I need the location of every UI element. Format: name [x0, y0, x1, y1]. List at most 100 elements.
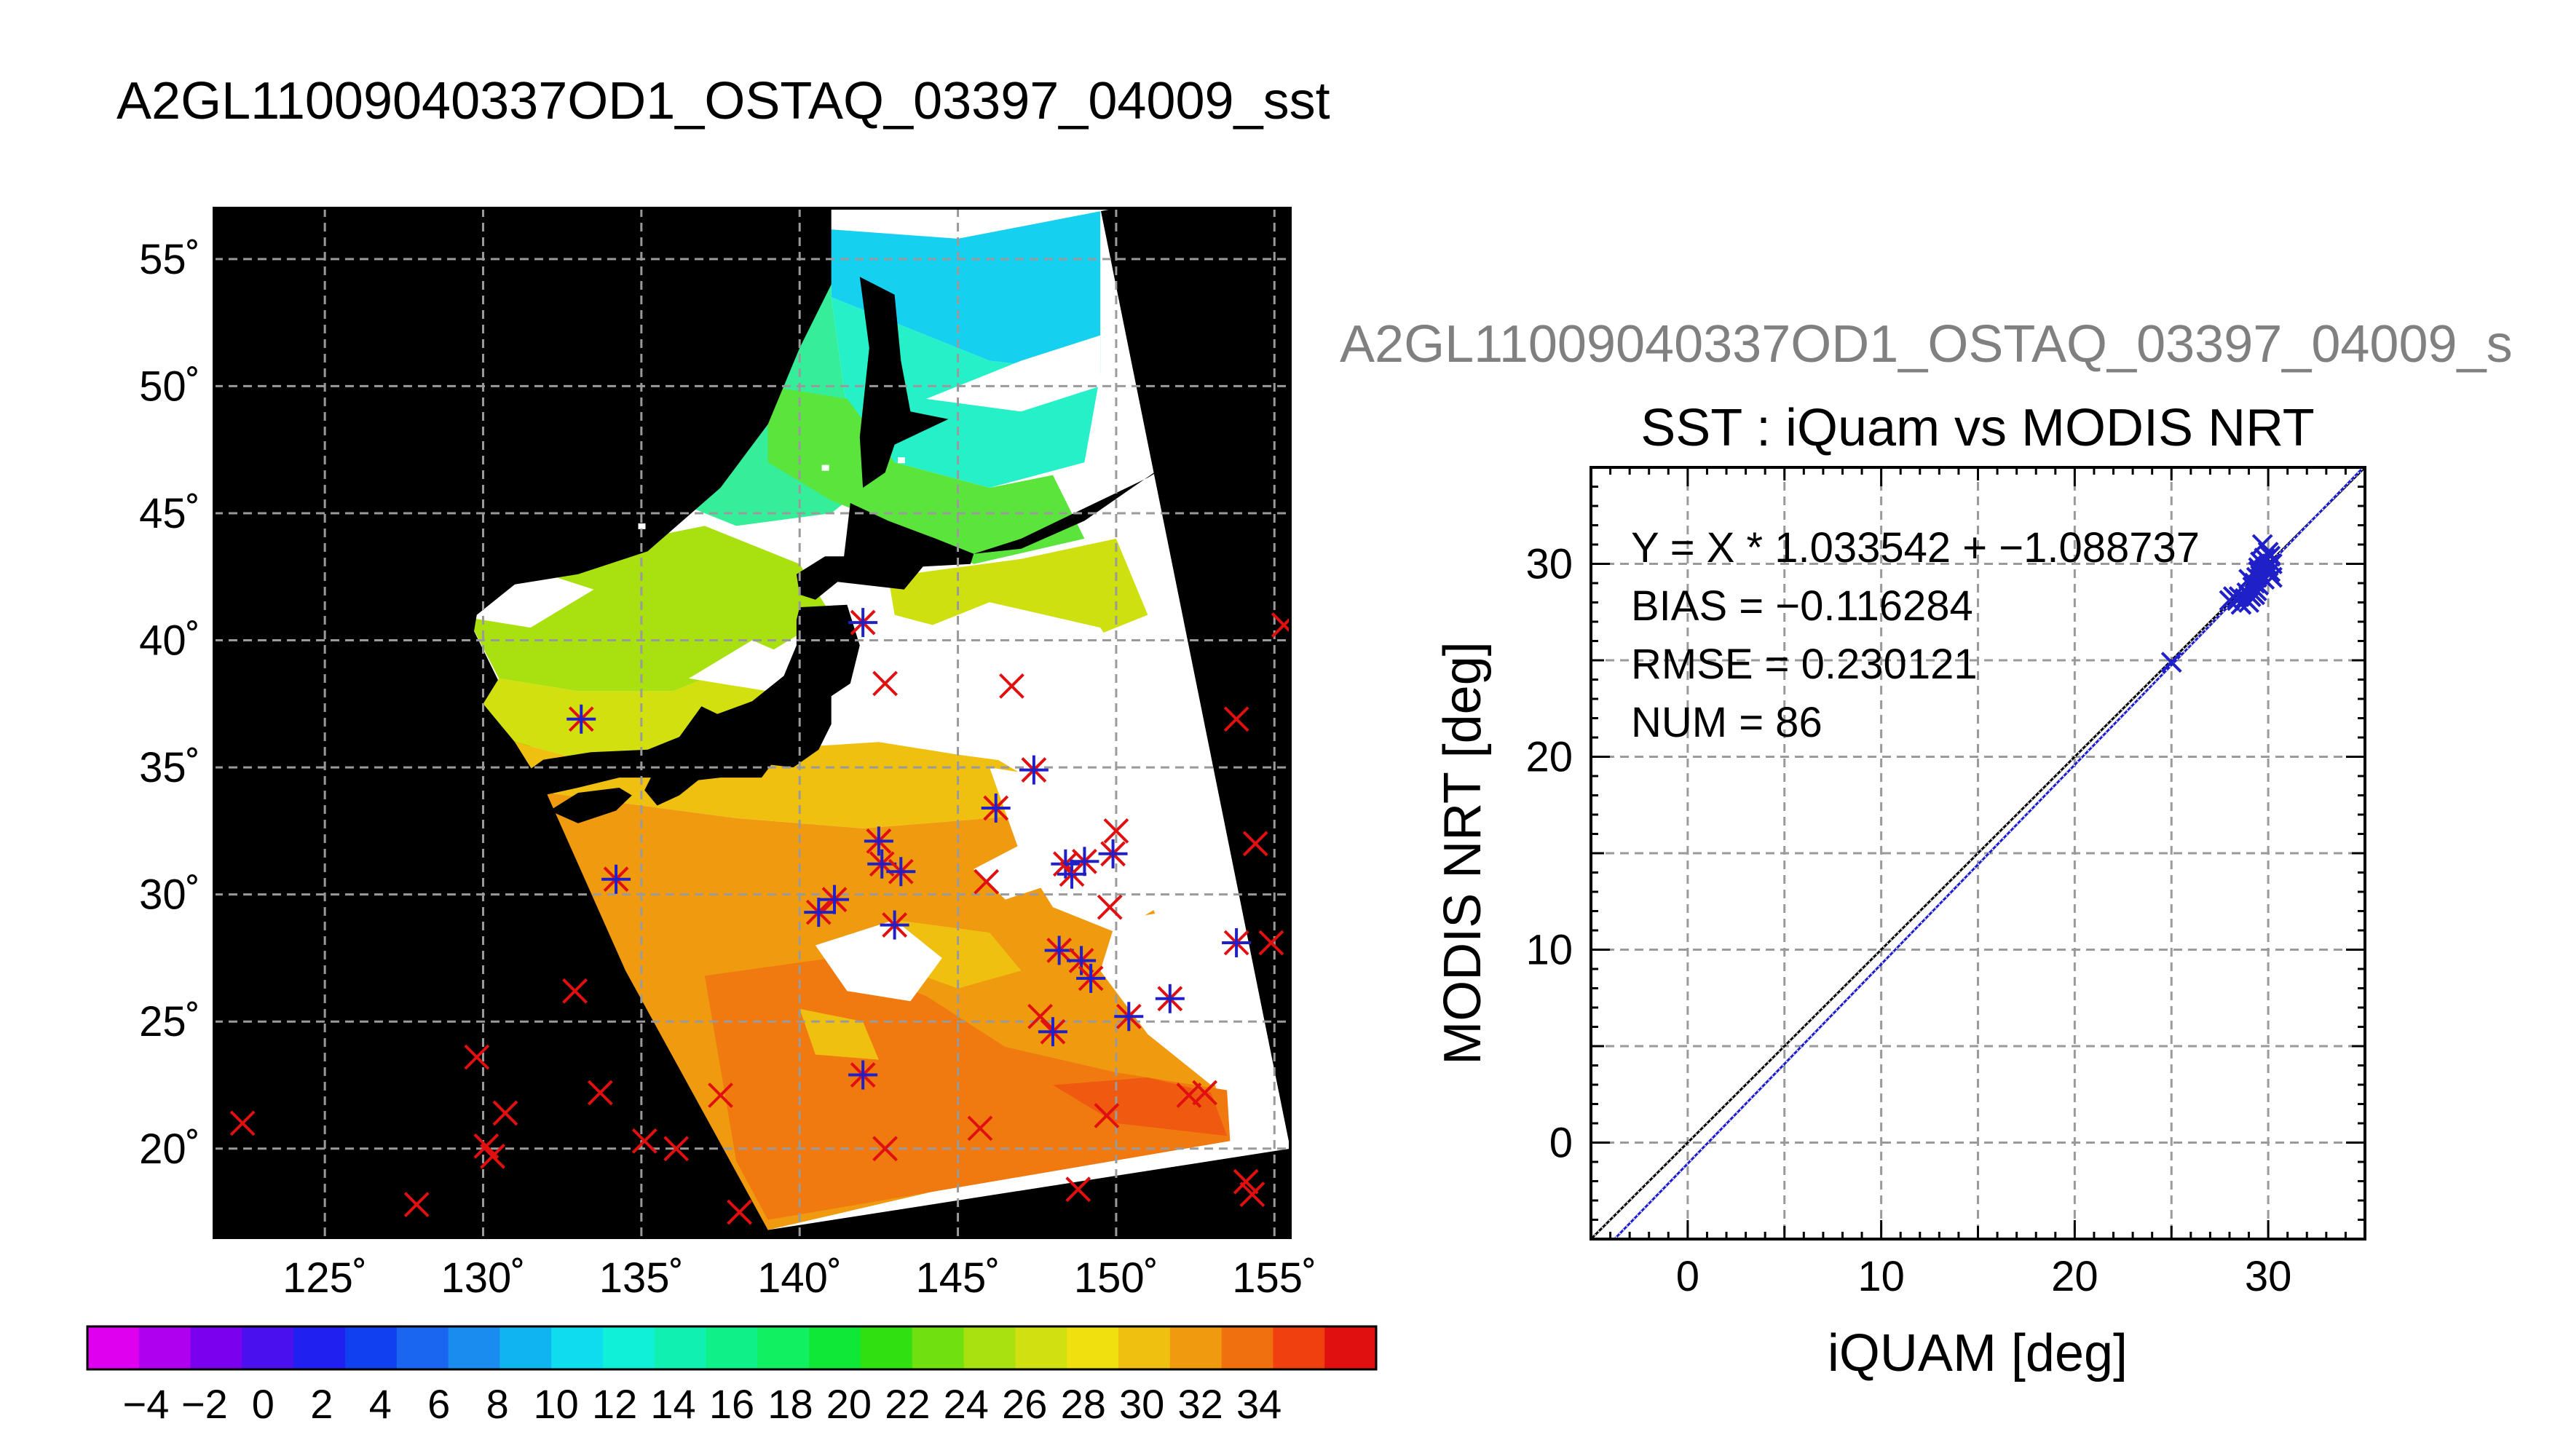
- sst-patch-0: [831, 208, 1101, 373]
- scatter-point: [2254, 547, 2275, 569]
- colorbar-cell: [706, 1326, 758, 1369]
- red-marker-3-b: [999, 673, 1024, 699]
- map-title: A2GL11009040337OD1_OSTAQ_03397_04009_sst: [117, 72, 1330, 130]
- colorbar-tick-label: 18: [767, 1381, 813, 1427]
- cloud-patch-4: [689, 640, 800, 692]
- colorbar-cell: [809, 1326, 861, 1369]
- colorbar-cell: [603, 1326, 655, 1369]
- map-x-tick-label: 140˚: [757, 1254, 842, 1302]
- colorbar-tick-label: 4: [369, 1381, 392, 1427]
- colorbar-cell: [87, 1326, 140, 1369]
- scatter-stat-line: BIAS = −0.116284: [1631, 582, 1973, 630]
- colorbar-tick-label: 6: [427, 1381, 450, 1427]
- scatter-ticks: 0 10 20 30 0 10 20 30: [1525, 466, 2366, 1300]
- scatter-y-tick-label: 30: [1525, 541, 1573, 588]
- scatter-y-tick-label: 0: [1549, 1120, 1573, 1167]
- colorbar-cell: [293, 1326, 346, 1369]
- identity-line-dots: [1591, 467, 2365, 1239]
- red-marker-20-b: [403, 1192, 430, 1218]
- colorbar-cell: [1118, 1326, 1171, 1369]
- cloud-strip-north: [767, 208, 1116, 239]
- colorbar-cell: [448, 1326, 500, 1369]
- colorbar-cell: [654, 1326, 707, 1369]
- scatter-point: [2259, 561, 2281, 582]
- colorbar-tick-label: 30: [1119, 1381, 1164, 1427]
- map-y-tick-label: 45˚: [139, 490, 200, 537]
- scatter-y-tick-label: 10: [1525, 927, 1573, 974]
- colorbar-cells: [87, 1326, 1377, 1369]
- colorbar-cell: [912, 1326, 965, 1369]
- colorbar-cell: [1324, 1326, 1377, 1369]
- red-marker-7-b: [1097, 894, 1123, 920]
- colorbar-cell: [138, 1326, 191, 1369]
- colorbar-tick-label: 28: [1061, 1381, 1106, 1427]
- scatter-title: SST : iQuam vs MODIS NRT: [1640, 399, 2315, 457]
- map-y-tick-label: 50˚: [139, 363, 200, 410]
- map-y-tick-label: 35˚: [139, 744, 200, 791]
- red-marker-13-b: [708, 1083, 733, 1108]
- red-marker-16-b: [480, 1143, 505, 1169]
- red-marker-12-b: [587, 1080, 613, 1106]
- colorbar-cell: [1169, 1326, 1223, 1369]
- land-sakhalin: [859, 277, 949, 488]
- map-y-tick-label: 55˚: [139, 236, 200, 283]
- cloud-patch-5: [467, 569, 594, 628]
- colorbar-tick-label: 8: [486, 1381, 509, 1427]
- cloud-patch-6: [926, 335, 1101, 412]
- red-marker-11-b: [464, 1044, 490, 1070]
- red-marker-17-b: [631, 1128, 657, 1154]
- red-marker-6-b: [974, 869, 1000, 895]
- sst-patch-10: [1053, 1077, 1228, 1136]
- colorbar-tick-label: 10: [533, 1381, 578, 1427]
- scatter-y-tick-label: 20: [1525, 734, 1573, 781]
- colorbar-cell: [551, 1326, 604, 1369]
- colorbar-cell: [499, 1326, 552, 1369]
- land-speck-0: [898, 457, 905, 464]
- colorbar-tick-label: 20: [826, 1381, 872, 1427]
- colorbar-tick-label: −4: [123, 1381, 170, 1427]
- map-y-tick-label: 30˚: [139, 871, 200, 919]
- red-marker-24-b: [1094, 1103, 1120, 1128]
- red-marker-29-b: [1065, 1176, 1091, 1203]
- red-marker-5-b: [1258, 930, 1284, 956]
- red-marker-18-b: [663, 1136, 690, 1162]
- colorbar-tick-label: 22: [885, 1381, 930, 1427]
- scatter-point: [2248, 557, 2270, 579]
- red-marker-22-b: [872, 1136, 898, 1162]
- colorbar-tick-label: 14: [650, 1381, 695, 1427]
- map-y-tick-labels: 20˚ 25˚ 30˚ 35˚ 40˚ 45˚ 50˚ 55˚: [139, 236, 200, 1173]
- cloud-patch-3: [815, 919, 942, 1002]
- scatter-point: [2160, 652, 2182, 673]
- colorbar-cell: [1221, 1326, 1273, 1369]
- land-speck-2: [821, 464, 829, 471]
- red-marker-4-b: [1242, 831, 1268, 857]
- scatter-secondary-title: A2GL11009040337OD1_OSTAQ_03397_04009_s: [1340, 315, 2513, 373]
- scatter-x-tick-label: 0: [1676, 1253, 1699, 1300]
- land-continent: [214, 208, 832, 788]
- red-marker-28-b: [1239, 1182, 1265, 1208]
- colorbar-tick-label: 2: [310, 1381, 333, 1427]
- scatter-panel: A2GL11009040337OD1_OSTAQ_03397_04009_s S…: [1340, 315, 2513, 1382]
- colorbar-cell: [242, 1326, 294, 1369]
- map-panel: 125˚ 130˚ 135˚ 140˚ 145˚ 150˚ 155˚ 20˚ 25˚ 30˚ 35…: [139, 207, 1316, 1302]
- fit-line-dots: [1613, 467, 2365, 1239]
- red-marker-27-b: [1233, 1168, 1259, 1195]
- map-x-tick-label: 125˚: [283, 1254, 367, 1302]
- map-x-tick-label: 150˚: [1074, 1254, 1158, 1302]
- red-marker-8-b: [1103, 818, 1129, 844]
- map-x-tick-label: 130˚: [441, 1254, 525, 1302]
- sst-patch-3: [767, 386, 1085, 564]
- map-grid: [214, 208, 1290, 1238]
- land-layer: [214, 208, 1212, 864]
- colorbar-cell: [1015, 1326, 1067, 1369]
- colorbar-cell: [1067, 1326, 1119, 1369]
- cloud-patch-8: [974, 836, 1059, 900]
- red-marker-26-b: [1192, 1080, 1218, 1106]
- scatter-x-tick-label: 20: [2051, 1253, 2098, 1300]
- map-y-tick-label: 25˚: [139, 998, 200, 1045]
- colorbar-tick-label: 0: [252, 1381, 275, 1427]
- red-marker-1-b: [1223, 706, 1249, 732]
- map-x-tick-label: 145˚: [916, 1254, 1000, 1302]
- map-frame: [213, 207, 1292, 1239]
- red-marker-9-b: [1027, 1003, 1053, 1029]
